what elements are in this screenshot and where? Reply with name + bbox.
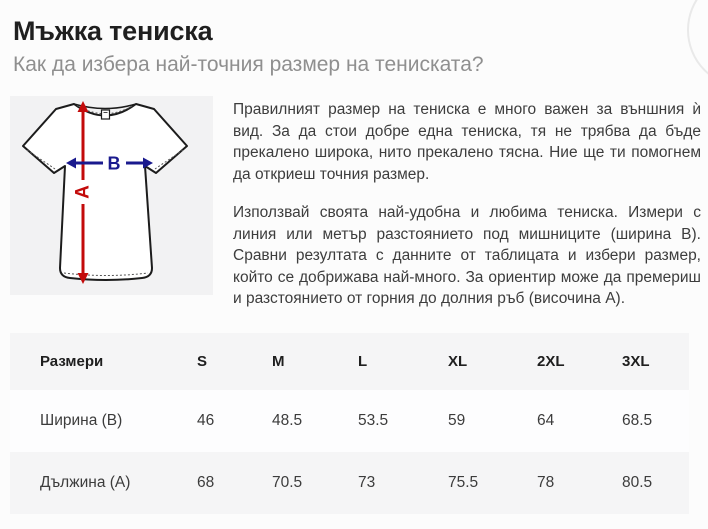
size-table-header-row: Размери S M L XL 2XL 3XL [10,333,689,390]
size-column-header: S [197,353,208,370]
size-value: 46 [197,412,215,429]
right-sleeve-stitch [154,149,184,170]
size-value: 53.5 [358,412,389,429]
hem-stitch [63,272,149,276]
measure-label-a: A [73,185,94,199]
row-label: Дължина (A) [40,474,131,491]
table-row-length: Дължина (A) 68 70.5 73 75.5 78 80.5 [10,452,689,514]
size-column-header: M [272,353,285,370]
size-column-header: L [358,353,368,370]
size-column-header: XL [448,353,468,370]
measure-arrow-b: B [66,154,153,174]
size-value: 59 [448,412,466,429]
intro-paragraph: Правилният размер на тениска е много важ… [233,101,701,183]
size-value: 80.5 [622,474,653,491]
size-value: 70.5 [272,474,303,491]
size-value: 73 [358,474,376,491]
page-title: Мъжка тениска [13,16,213,46]
page-subtitle: Как да избера най-точния размер на тенис… [13,53,484,76]
size-value: 68.5 [622,412,653,429]
size-value: 48.5 [272,412,303,429]
size-column-header: Размери [40,353,104,370]
measure-label-b: B [108,154,121,174]
tshirt-diagram-svg: A B [22,101,188,284]
size-value: 64 [537,412,555,429]
tshirt-measurement-diagram: A B [10,96,213,295]
row-label: Ширина (B) [40,412,123,429]
decorative-arc [687,0,708,88]
tshirt-outline [22,103,188,281]
size-column-header: 3XL [622,353,650,370]
size-table: Размери S M L XL 2XL 3XL Ширина (B) 46 4… [10,333,689,514]
guide-text: Правилният размер на тениска е много важ… [233,99,701,310]
measure-arrow-a: A [73,101,94,284]
table-row-width: Ширина (B) 46 48.5 53.5 59 64 68.5 [10,390,689,452]
neck-tag [100,109,111,120]
size-value: 75.5 [448,474,479,491]
size-value: 68 [197,474,215,491]
size-value: 78 [537,474,555,491]
size-column-header: 2XL [537,353,565,370]
left-sleeve-stitch [26,149,56,170]
instructions-paragraph: Използвай своята най-удобна и любима тен… [233,204,701,307]
